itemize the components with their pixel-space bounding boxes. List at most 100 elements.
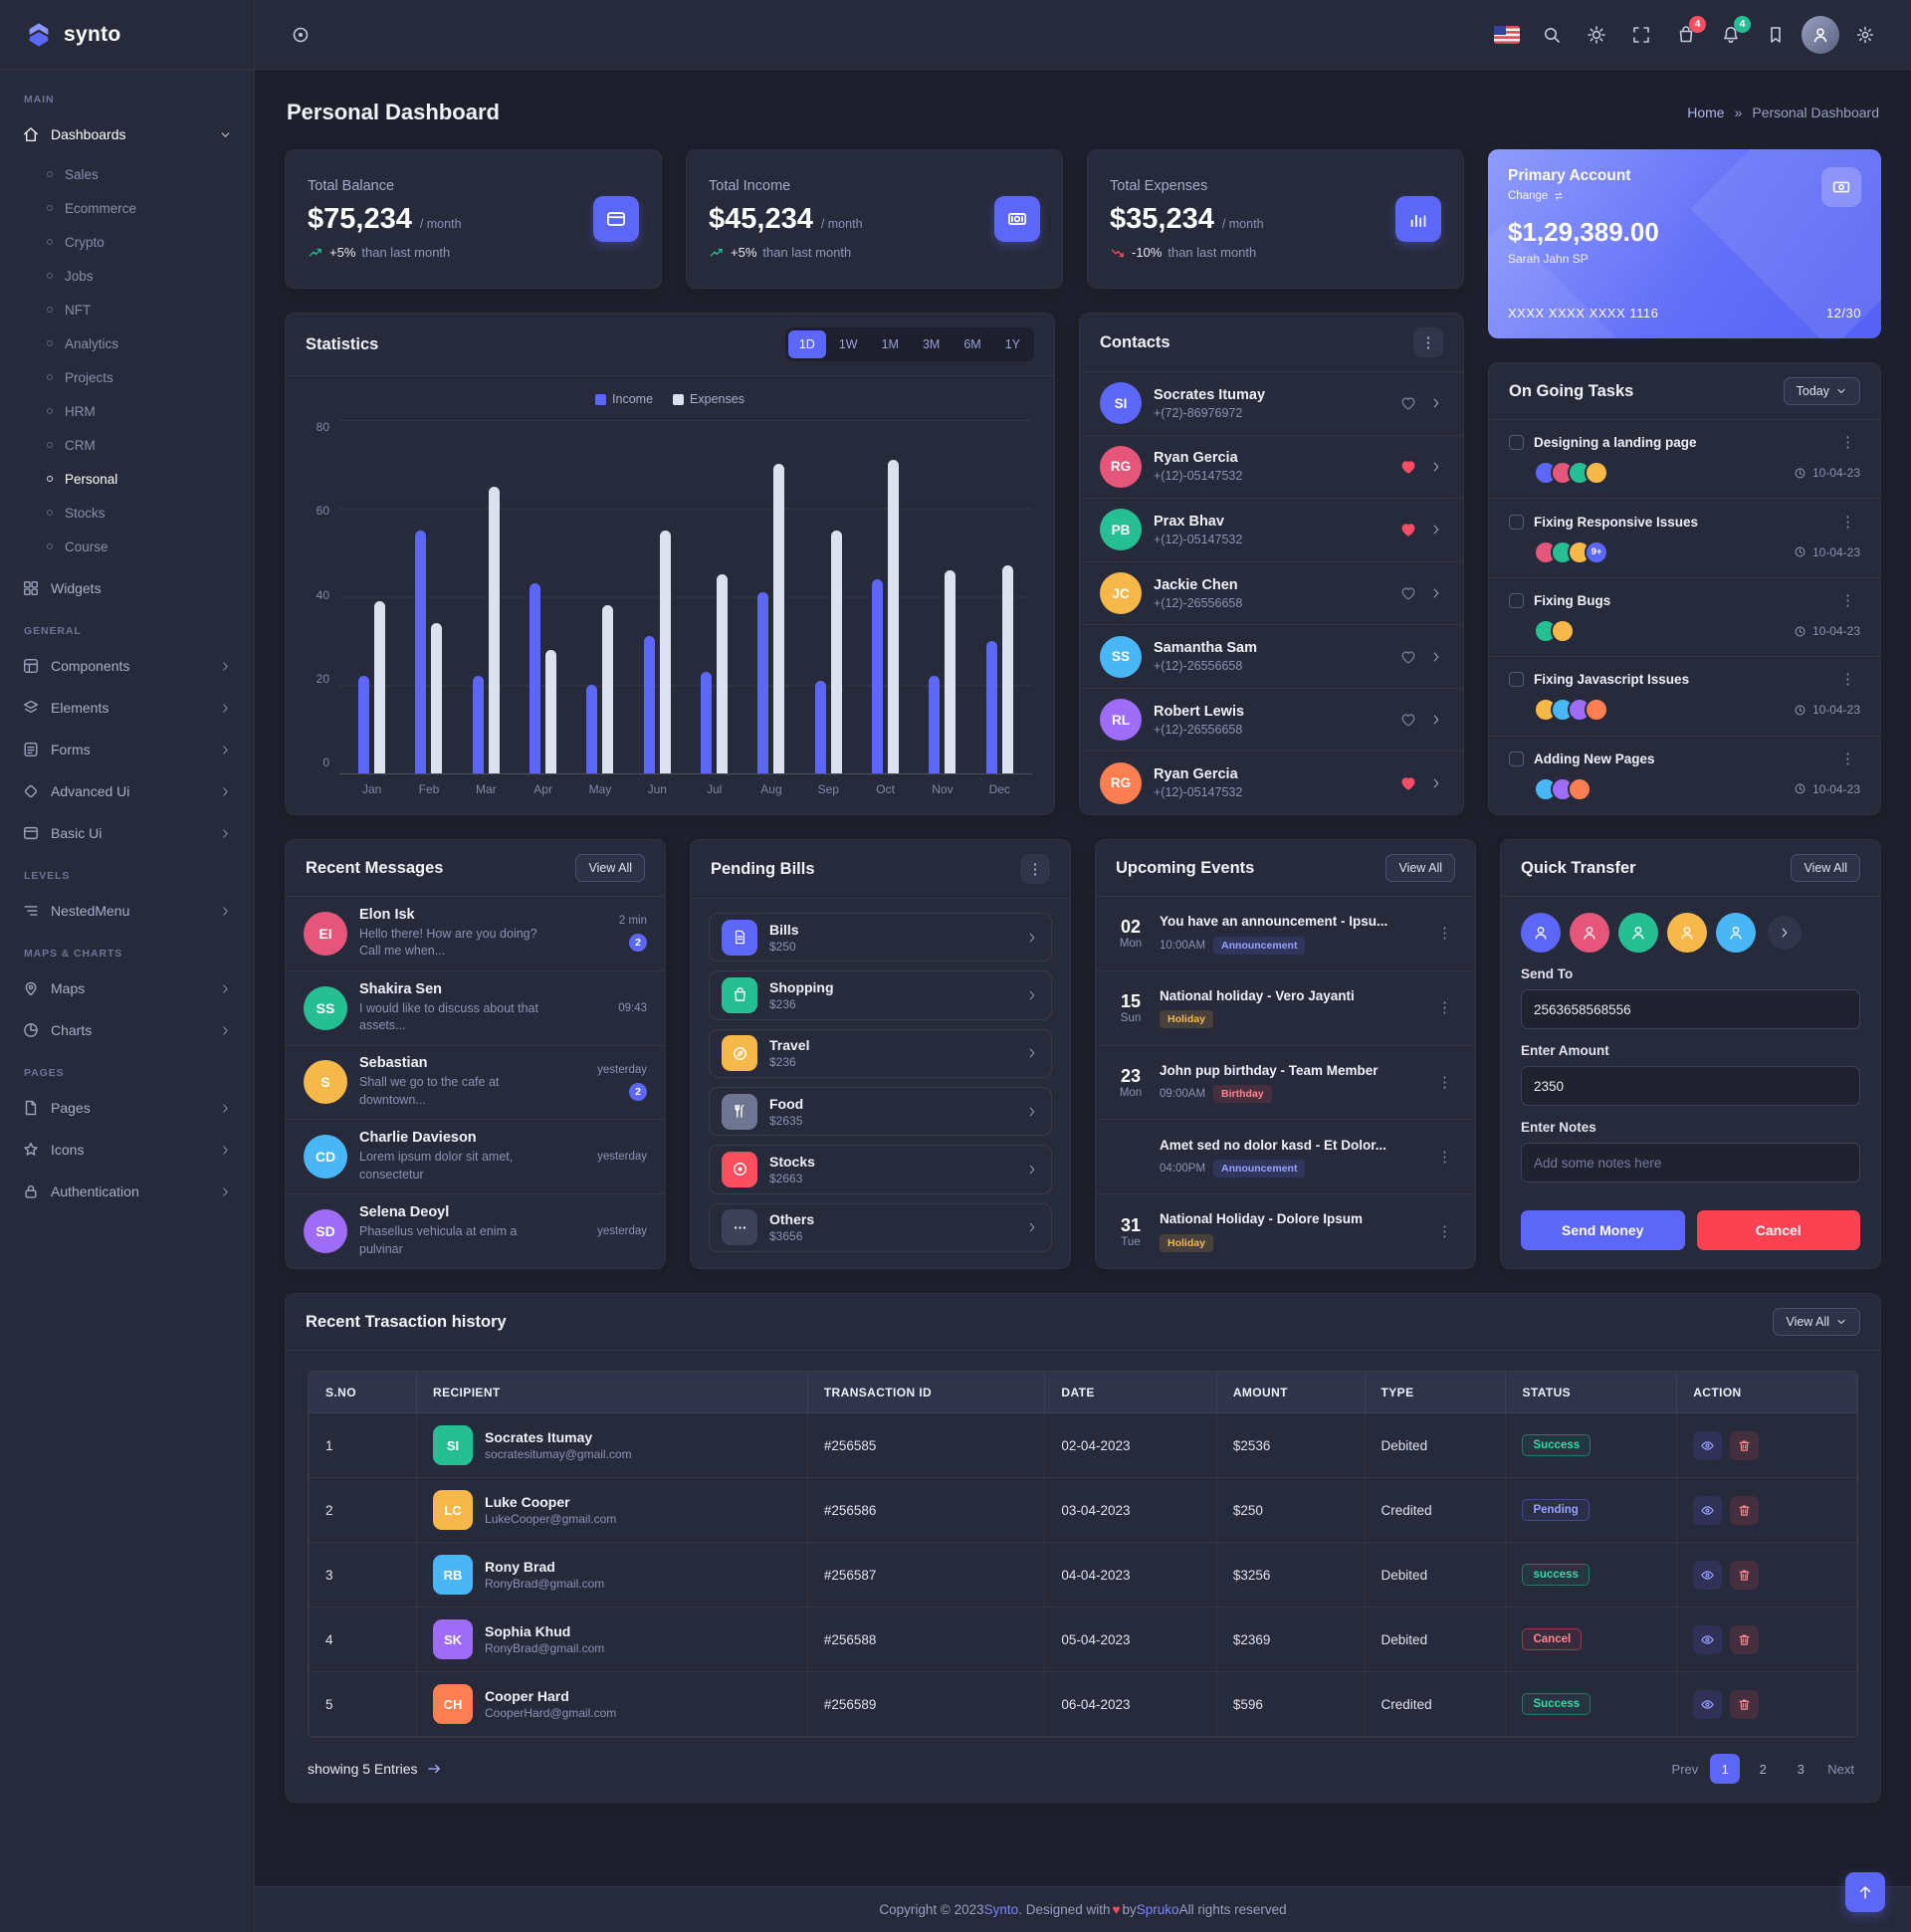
task-menu-button[interactable]: ⋮ (1835, 591, 1860, 610)
contact-open-button[interactable] (1429, 713, 1443, 727)
sidebar-subitem-sales[interactable]: Sales (0, 157, 254, 191)
sidebar-item-components[interactable]: Components (0, 645, 254, 687)
sidebar-item-advanced-ui[interactable]: Advanced Ui (0, 770, 254, 812)
bill-item-stocks[interactable]: Stocks $2663 (709, 1145, 1052, 1194)
contact-row[interactable]: RG Ryan Gercia +(12)-05147532 (1080, 751, 1463, 814)
expenses-bar[interactable] (431, 623, 443, 773)
card-icon-button[interactable] (593, 196, 639, 242)
favorite-button[interactable] (1399, 458, 1417, 476)
delete-button[interactable] (1730, 1689, 1760, 1719)
favorite-button[interactable] (1399, 584, 1417, 602)
message-item[interactable]: S Sebastian Shall we go to the cafe at dow… (286, 1046, 665, 1121)
message-item[interactable]: SD Selena Deoyl Phasellus vehicula at enim… (286, 1194, 665, 1268)
messages-view-all-button[interactable]: View All (575, 854, 645, 882)
income-bar[interactable] (643, 636, 655, 773)
bars-icon-button[interactable] (1395, 196, 1441, 242)
pagination-next[interactable]: Next (1823, 1762, 1858, 1777)
delete-button[interactable] (1730, 1430, 1760, 1460)
brand-logo[interactable]: synto (0, 0, 254, 70)
expenses-bar[interactable] (773, 464, 785, 773)
contact-open-button[interactable] (1429, 650, 1443, 664)
range-tab-6m[interactable]: 6M (953, 330, 991, 358)
notes-input[interactable] (1521, 1143, 1860, 1182)
user-menu-button[interactable] (1801, 15, 1840, 55)
task-checkbox[interactable] (1509, 593, 1524, 609)
sidebar-subitem-crypto[interactable]: Crypto (0, 225, 254, 259)
task-menu-button[interactable]: ⋮ (1835, 750, 1860, 768)
sidebar-subitem-ecommerce[interactable]: Ecommerce (0, 191, 254, 225)
contact-open-button[interactable] (1429, 460, 1443, 474)
message-item[interactable]: SS Shakira Sen I would like to discuss abo… (286, 971, 665, 1046)
pagination-page-1[interactable]: 1 (1710, 1754, 1741, 1784)
layout-toggle-button[interactable] (281, 15, 320, 55)
event-menu-button[interactable]: ⋮ (1432, 998, 1457, 1017)
expenses-bar[interactable] (830, 530, 842, 773)
sidebar-subitem-hrm[interactable]: HRM (0, 394, 254, 428)
range-tab-1d[interactable]: 1D (787, 330, 826, 358)
amount-input[interactable] (1521, 1066, 1860, 1106)
event-menu-button[interactable]: ⋮ (1432, 924, 1457, 943)
bill-item-shopping[interactable]: Shopping $236 (709, 970, 1052, 1020)
sidebar-item-maps[interactable]: Maps (0, 967, 254, 1009)
sidebar-item-pages[interactable]: Pages (0, 1087, 254, 1129)
pagination-page-2[interactable]: 2 (1748, 1754, 1778, 1784)
sidebar-subitem-personal[interactable]: Personal (0, 462, 254, 496)
sidebar-item-basic-ui[interactable]: Basic Ui (0, 812, 254, 854)
event-menu-button[interactable]: ⋮ (1432, 1073, 1457, 1092)
transfer-next-button[interactable] (1768, 916, 1802, 950)
sidebar-item-nestedmenu[interactable]: NestedMenu (0, 890, 254, 932)
fullscreen-button[interactable] (1621, 15, 1661, 55)
delete-button[interactable] (1730, 1495, 1760, 1525)
sidebar-item-elements[interactable]: Elements (0, 687, 254, 729)
income-bar[interactable] (472, 676, 484, 773)
bill-item-food[interactable]: Food $2635 (709, 1086, 1052, 1137)
expenses-bar[interactable] (945, 569, 956, 773)
expenses-bar[interactable] (374, 600, 386, 773)
footer-brand-link[interactable]: Synto (983, 1902, 1019, 1917)
sidebar-item-icons[interactable]: Icons (0, 1129, 254, 1171)
cancel-button[interactable]: Cancel (1696, 1210, 1860, 1250)
message-item[interactable]: EI Elon Isk Hello there! How are you doing… (286, 897, 665, 971)
expenses-bar[interactable] (1001, 565, 1013, 773)
income-bar[interactable] (985, 640, 997, 773)
bill-item-others[interactable]: Others $3656 (709, 1202, 1052, 1252)
search-button[interactable] (1532, 15, 1572, 55)
range-tab-3m[interactable]: 3M (912, 330, 951, 358)
income-bar[interactable] (872, 578, 884, 773)
transactions-view-all-button[interactable]: View All (1773, 1308, 1860, 1336)
event-menu-button[interactable]: ⋮ (1432, 1222, 1457, 1241)
view-button[interactable] (1693, 1624, 1723, 1654)
task-checkbox[interactable] (1509, 751, 1524, 766)
view-button[interactable] (1693, 1560, 1723, 1590)
event-menu-button[interactable]: ⋮ (1432, 1148, 1457, 1167)
favorite-button[interactable] (1399, 394, 1417, 412)
view-button[interactable] (1693, 1495, 1723, 1525)
contact-row[interactable]: RL Robert Lewis +(12)-26556658 (1080, 689, 1463, 752)
money-icon-button[interactable] (994, 196, 1040, 242)
contact-open-button[interactable] (1429, 776, 1443, 790)
favorite-button[interactable] (1399, 774, 1417, 792)
footer-author-link[interactable]: Spruko (1136, 1902, 1179, 1917)
task-checkbox[interactable] (1509, 514, 1524, 530)
sidebar-subitem-analytics[interactable]: Analytics (0, 326, 254, 360)
send-to-input[interactable] (1521, 989, 1860, 1029)
sidebar-subitem-crm[interactable]: CRM (0, 428, 254, 462)
sidebar-subitem-nft[interactable]: NFT (0, 293, 254, 326)
transfer-view-all-button[interactable]: View All (1791, 854, 1860, 882)
bills-menu-button[interactable]: ⋮ (1020, 854, 1050, 884)
income-bar[interactable] (757, 592, 769, 773)
favorite-button[interactable] (1399, 711, 1417, 729)
expenses-bar[interactable] (602, 605, 614, 773)
change-account-link[interactable]: Change (1508, 190, 1630, 202)
contacts-menu-button[interactable]: ⋮ (1413, 327, 1443, 357)
theme-toggle-button[interactable] (1577, 15, 1616, 55)
expenses-bar[interactable] (659, 530, 671, 773)
sidebar-subitem-stocks[interactable]: Stocks (0, 496, 254, 530)
expenses-bar[interactable] (488, 486, 500, 773)
contact-row[interactable]: PB Prax Bhav +(12)-05147532 (1080, 499, 1463, 562)
sidebar-item-dashboards[interactable]: Dashboards (0, 113, 254, 155)
income-bar[interactable] (415, 530, 427, 773)
bill-item-bills[interactable]: Bills $250 (709, 913, 1052, 963)
sidebar-subitem-course[interactable]: Course (0, 530, 254, 563)
view-button[interactable] (1693, 1430, 1723, 1460)
